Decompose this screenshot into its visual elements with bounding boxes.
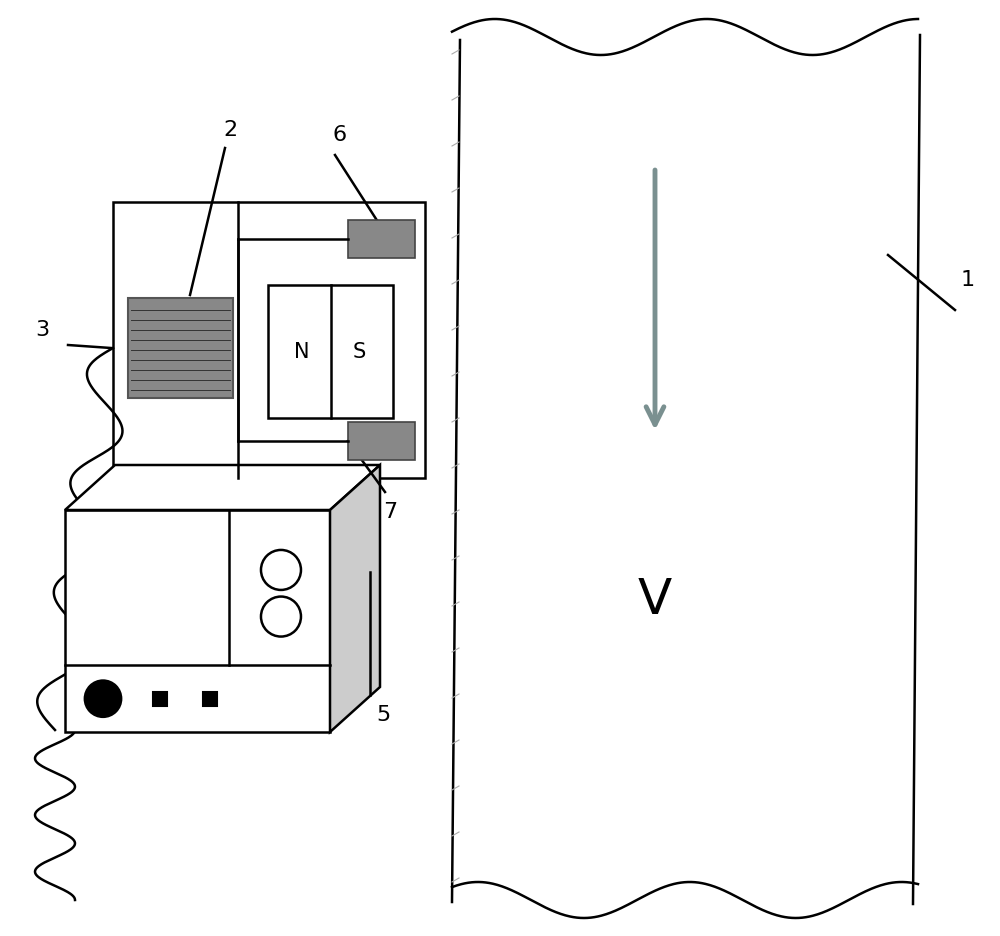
Bar <box>128 298 233 398</box>
Circle shape <box>261 596 301 636</box>
Bar <box>203 692 217 706</box>
Polygon shape <box>330 465 380 732</box>
Circle shape <box>261 550 301 590</box>
Bar <box>65 510 330 732</box>
Bar <box>348 220 415 258</box>
Text: 7: 7 <box>383 502 397 522</box>
Circle shape <box>85 680 121 717</box>
Bar <box>113 202 425 478</box>
Bar <box>153 692 167 706</box>
Text: 6: 6 <box>333 125 347 145</box>
Text: N: N <box>294 342 310 361</box>
Text: 5: 5 <box>376 705 390 725</box>
Text: V: V <box>638 576 672 624</box>
Text: 3: 3 <box>35 320 49 340</box>
Polygon shape <box>65 465 380 510</box>
Bar <box>268 285 393 418</box>
Bar <box>348 422 415 460</box>
Text: 1: 1 <box>961 270 975 290</box>
Text: 2: 2 <box>223 120 237 140</box>
Text: S: S <box>353 342 366 361</box>
